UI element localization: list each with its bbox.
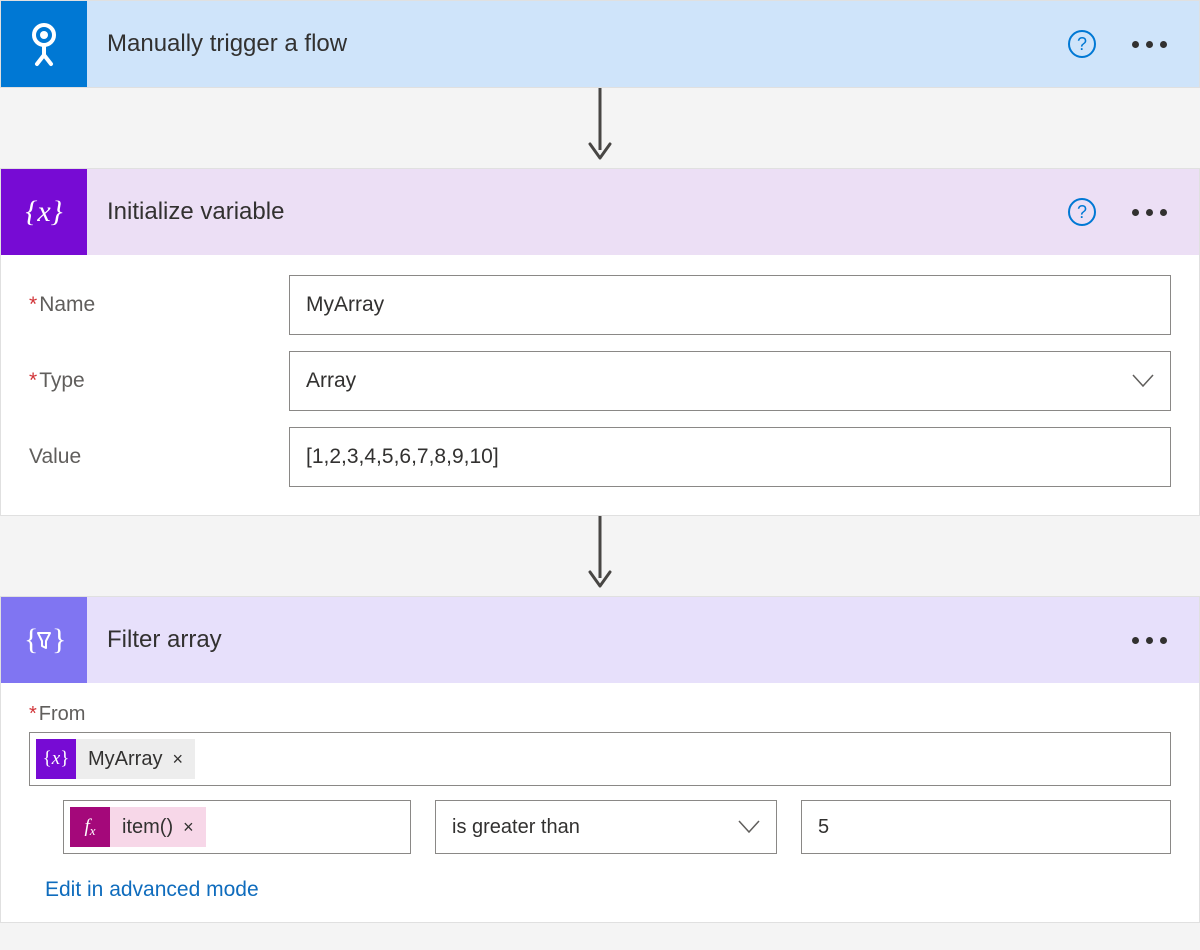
svg-text:{: {: [24, 623, 38, 656]
filter-title: Filter array: [87, 626, 1124, 654]
from-input[interactable]: {x} MyArray ×: [29, 732, 1171, 786]
trigger-title: Manually trigger a flow: [87, 30, 1068, 58]
value-label: Value: [29, 445, 289, 469]
chevron-down-icon: [738, 820, 760, 834]
filter-icon: { }: [1, 597, 87, 683]
remove-token-icon[interactable]: ×: [172, 749, 195, 770]
variable-token-icon: {x}: [36, 739, 76, 779]
initvar-header[interactable]: {x} Initialize variable ?: [1, 169, 1199, 255]
from-token-label: MyArray: [76, 748, 172, 771]
filter-card: { } Filter array *From {x} MyArray × fx …: [0, 596, 1200, 923]
more-menu-icon[interactable]: [1124, 33, 1175, 56]
initvar-body: *Name MyArray *Type Array Value [1,2,3,4…: [1, 255, 1199, 515]
condition-operator-select[interactable]: is greater than: [435, 800, 777, 854]
value-row: Value [1,2,3,4,5,6,7,8,9,10]: [29, 427, 1171, 487]
condition-right-value: 5: [818, 816, 829, 839]
value-text: [1,2,3,4,5,6,7,8,9,10]: [306, 445, 499, 469]
connector-arrow: [0, 88, 1200, 168]
advanced-mode-link[interactable]: Edit in advanced mode: [45, 872, 259, 902]
condition-left-label: item(): [110, 816, 183, 839]
trigger-header[interactable]: Manually trigger a flow ?: [1, 1, 1199, 87]
help-icon[interactable]: ?: [1068, 30, 1096, 58]
fx-token-icon: fx: [70, 807, 110, 847]
trigger-card: Manually trigger a flow ?: [0, 0, 1200, 88]
initvar-title: Initialize variable: [87, 198, 1068, 226]
name-value: MyArray: [306, 293, 384, 317]
svg-text:}: }: [52, 623, 66, 656]
type-label: *Type: [29, 369, 289, 393]
name-row: *Name MyArray: [29, 275, 1171, 335]
filter-body: *From {x} MyArray × fx item() × is great…: [1, 683, 1199, 922]
type-label-text: Type: [39, 369, 85, 392]
condition-left-input[interactable]: fx item() ×: [63, 800, 411, 854]
connector-arrow: [0, 516, 1200, 596]
value-input[interactable]: [1,2,3,4,5,6,7,8,9,10]: [289, 427, 1171, 487]
condition-right-input[interactable]: 5: [801, 800, 1171, 854]
name-input[interactable]: MyArray: [289, 275, 1171, 335]
filter-header[interactable]: { } Filter array: [1, 597, 1199, 683]
more-menu-icon[interactable]: [1124, 201, 1175, 224]
condition-operator-value: is greater than: [452, 816, 580, 839]
from-label: *From: [29, 703, 1171, 726]
more-menu-icon[interactable]: [1124, 629, 1175, 652]
type-select[interactable]: Array: [289, 351, 1171, 411]
name-label-text: Name: [39, 293, 95, 316]
condition-left-token[interactable]: fx item() ×: [70, 807, 206, 847]
chevron-down-icon: [1132, 374, 1154, 388]
type-value: Array: [306, 369, 356, 393]
help-icon[interactable]: ?: [1068, 198, 1096, 226]
from-label-text: From: [39, 703, 86, 725]
trigger-icon: [1, 1, 87, 87]
type-row: *Type Array: [29, 351, 1171, 411]
from-token[interactable]: {x} MyArray ×: [36, 739, 195, 779]
condition-row: fx item() × is greater than 5: [29, 800, 1171, 854]
remove-token-icon[interactable]: ×: [183, 817, 206, 838]
name-label: *Name: [29, 293, 289, 317]
variable-icon: {x}: [1, 169, 87, 255]
initvar-card: {x} Initialize variable ? *Name MyArray …: [0, 168, 1200, 516]
